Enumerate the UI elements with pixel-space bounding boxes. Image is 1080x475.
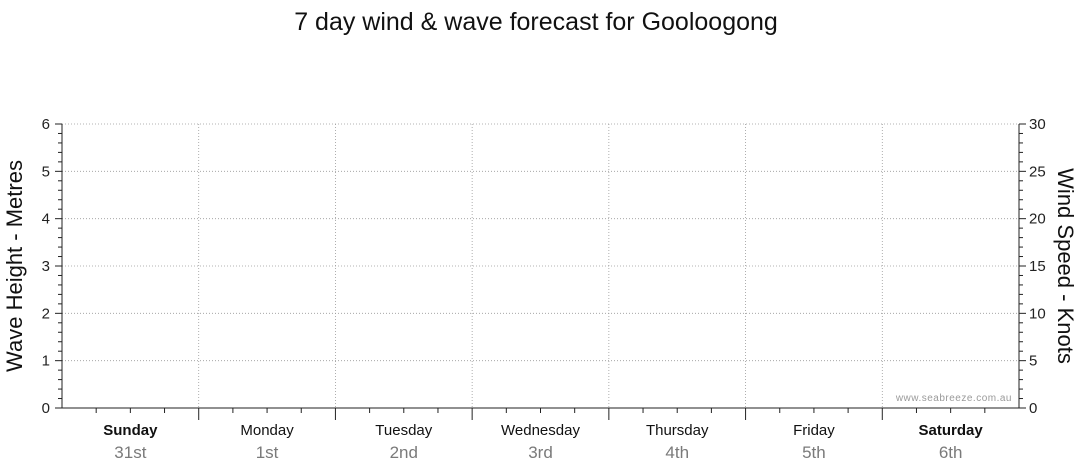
day-date-label: 31st: [114, 443, 146, 462]
right-tick-label: 0: [1029, 400, 1037, 417]
left-tick-label: 2: [42, 305, 50, 322]
left-axis-ticks: 0 1 2 3 4 5 6: [42, 116, 62, 417]
day-date-label: 3rd: [528, 443, 553, 462]
right-tick-label: 20: [1029, 211, 1046, 228]
day-name-label: Friday: [793, 422, 835, 439]
left-tick-label: 3: [42, 258, 50, 275]
grid-lines: [62, 123, 1019, 408]
day-name-label: Saturday: [919, 422, 984, 439]
left-tick-label: 1: [42, 353, 50, 370]
day-name-label: Wednesday: [501, 422, 580, 439]
right-axis-ticks: 0 5 10 15 20 25 30: [1019, 116, 1046, 417]
day-labels: Sunday 31st Monday 1st Tuesday 2nd Wednesday 3r…: [103, 422, 983, 462]
left-axis-title: Wave Height - Metres: [2, 160, 27, 372]
right-tick-label: 5: [1029, 353, 1037, 370]
day-name-label: Monday: [240, 422, 294, 439]
day-name-label: Sunday: [103, 422, 158, 439]
right-tick-label: 25: [1029, 163, 1046, 180]
watermark-text: www.seabreeze.com.au: [895, 393, 1012, 404]
right-tick-label: 10: [1029, 305, 1046, 322]
day-date-label: 1st: [256, 443, 279, 462]
right-axis-title: Wind Speed - Knots: [1053, 168, 1078, 364]
day-name-label: Thursday: [646, 422, 709, 439]
left-tick-label: 0: [42, 400, 50, 417]
right-tick-label: 15: [1029, 258, 1046, 275]
day-name-label: Tuesday: [375, 422, 432, 439]
left-tick-label: 5: [42, 163, 50, 180]
day-date-label: 4th: [665, 443, 689, 462]
x-axis-ticks: [95, 408, 986, 420]
right-tick-label: 30: [1029, 116, 1046, 133]
day-date-label: 5th: [802, 443, 826, 462]
day-date-label: 2nd: [390, 443, 418, 462]
chart-title: 7 day wind & wave forecast for Gooloogon…: [294, 8, 778, 36]
left-tick-label: 4: [42, 211, 50, 228]
left-tick-label: 6: [42, 116, 50, 133]
day-date-label: 6th: [939, 443, 963, 462]
